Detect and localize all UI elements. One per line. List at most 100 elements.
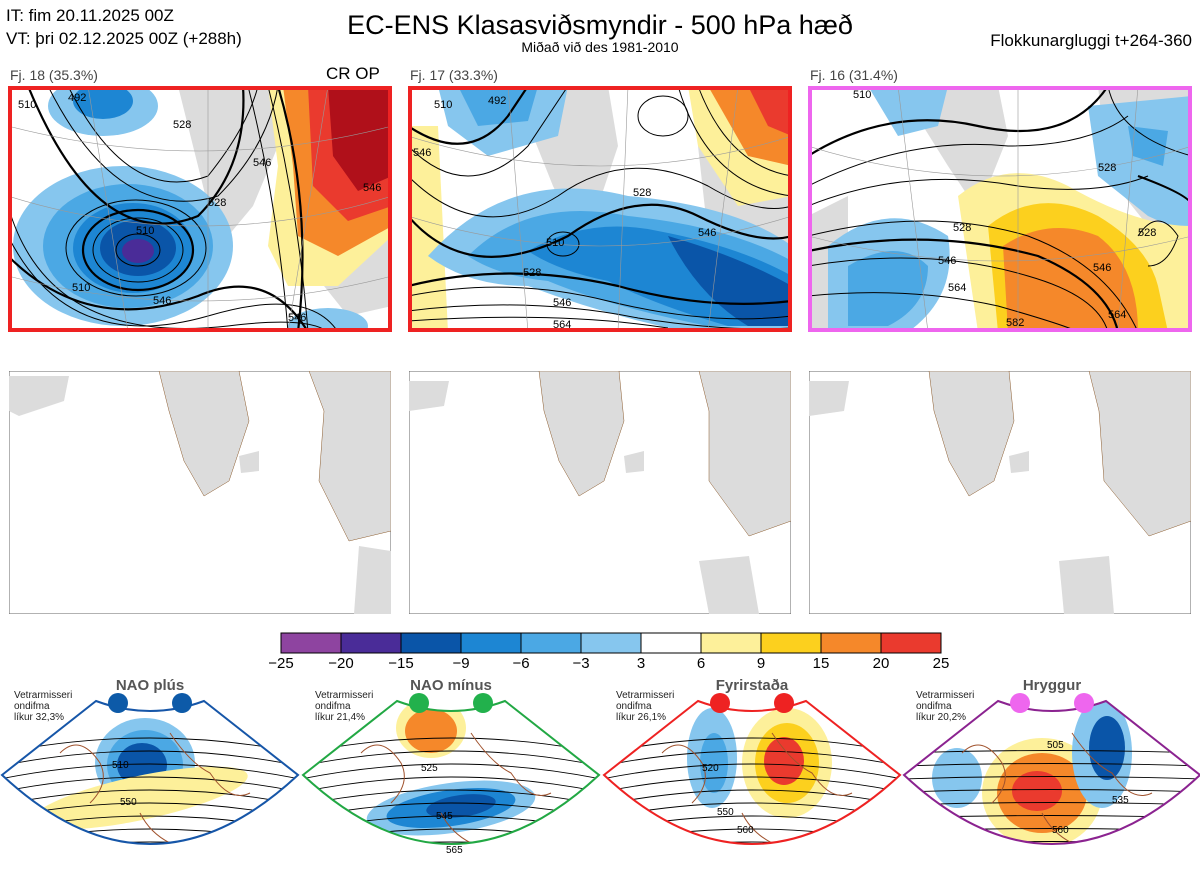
page-title: EC-ENS Klasasviðsmyndir - 500 hPa hæð [347, 10, 853, 40]
regime-outline [902, 699, 1200, 845]
anomaly-area [32, 766, 248, 830]
contour-label: 510 [18, 99, 36, 111]
contour-label: 525 [421, 763, 438, 774]
regime-outline [602, 699, 902, 845]
regime-marker-dot [473, 693, 493, 713]
contour-label: 528 [953, 222, 971, 234]
contour-label: 528 [1098, 162, 1116, 174]
anomaly-area [764, 737, 804, 785]
cluster-2-label: Fj. 17 (33.3%) [410, 67, 498, 83]
contour-label: 546 [1093, 262, 1111, 274]
regime-title: Fyrirstaða [715, 677, 789, 694]
regime-marker-dot [774, 693, 794, 713]
colorbar-tick-label: −20 [328, 655, 354, 672]
colorbar-tick-label: 6 [696, 655, 706, 672]
colorbar-tick-label: 3 [636, 655, 646, 672]
cluster-map-3: 510 528 528 546 564 546 564 582 528 [808, 86, 1192, 332]
contour-label: 546 [288, 312, 306, 324]
contour-label: 492 [68, 92, 86, 104]
valid-time: VT: þri 02.12.2025 00Z (+288h) [6, 29, 242, 48]
anomaly-area [1009, 859, 1045, 869]
height-contour [604, 776, 900, 793]
contour-label: 560 [1052, 825, 1069, 836]
contour-label: 528 [523, 267, 541, 279]
height-contour [904, 750, 1200, 754]
height-contour [2, 841, 298, 844]
regime-probability-line: líkur 20,2% [916, 712, 967, 723]
anomaly-area [405, 709, 457, 753]
regime-probability: Vetrarmisseri ondifma líkur 21,4% [315, 690, 373, 723]
colorbar-segment [820, 632, 882, 654]
height-contour [904, 763, 1200, 767]
contour-label: 505 [1047, 740, 1064, 751]
height-contour [904, 789, 1200, 793]
contour-label: 546 [553, 297, 571, 309]
colorbar-tick-label: 15 [812, 655, 830, 672]
regime-outline [0, 699, 300, 845]
height-contour [303, 763, 599, 780]
coastline [360, 732, 552, 844]
regime-marker-dot [172, 693, 192, 713]
regime-map: 510 550 [0, 693, 300, 845]
colorbar-segment [880, 632, 942, 654]
regime-probability-line: ondifma [616, 701, 652, 712]
colorbar-tick-label: −9 [452, 655, 470, 672]
contour-label: 546 [938, 255, 956, 267]
regime-title: NAO plús [115, 677, 185, 694]
contour-label: 546 [363, 182, 381, 194]
regime-map: 505 535 560 [902, 693, 1200, 869]
contour-label: 528 [1138, 227, 1156, 239]
colorbar-segment [400, 632, 462, 654]
init-time: IT: fim 20.11.2025 00Z [6, 6, 174, 25]
colorbar-segment [760, 632, 822, 654]
contour-label: 520 [702, 763, 719, 774]
height-contour [2, 750, 298, 767]
height-contour [303, 776, 599, 793]
height-contour [604, 763, 900, 780]
height-contour [303, 841, 599, 844]
height-contour [303, 750, 599, 767]
regime-marker-dot [710, 693, 730, 713]
contour-label: 560 [737, 825, 754, 836]
regime-probability-line: Vetrarmisseri [616, 690, 675, 701]
contour-label: 550 [717, 807, 734, 818]
contour-label: 564 [1108, 309, 1126, 321]
contour-label: 528 [173, 119, 191, 131]
regime-marker-dot [1010, 693, 1030, 713]
contour-label: 528 [633, 187, 651, 199]
regime-probability: Vetrarmisseri ondifma líkur 20,2% [916, 690, 974, 723]
regime-probability-line: Vetrarmisseri [315, 690, 374, 701]
colorbar-segment [700, 632, 762, 654]
contour-label: 546 [413, 147, 431, 159]
page-subtitle: Miðað við des 1981-2010 [521, 39, 679, 55]
contour-label: 510 [434, 99, 452, 111]
colorbar-tick-label: −3 [572, 655, 590, 672]
colorbar-tick-label: −25 [268, 655, 294, 672]
contour-label: 565 [446, 845, 463, 856]
regime-map: 525 545 565 [301, 693, 601, 856]
regime-probability: Vetrarmisseri ondifma líkur 26,1% [616, 690, 674, 723]
regime-probability-line: Vetrarmisseri [916, 690, 975, 701]
regime-marker-dot [108, 693, 128, 713]
contour-label: 510 [72, 282, 90, 294]
cluster-1-label: Fj. 18 (35.3%) [10, 67, 98, 83]
regime-probability: Vetrarmisseri ondifma líkur 32,3% [14, 690, 72, 723]
regime-probability-line: líkur 21,4% [315, 712, 366, 723]
regime-marker-dot [409, 693, 429, 713]
contour-label: 564 [948, 282, 966, 294]
anomaly-area [426, 794, 496, 818]
contour-label: 545 [436, 811, 453, 822]
contour-label: 535 [1112, 795, 1129, 806]
cluster-3-label: Fj. 16 (31.4%) [810, 67, 898, 83]
coastline [59, 732, 251, 844]
contour-label: 510 [112, 760, 129, 771]
height-contour [2, 789, 298, 806]
regime-title: NAO mínus [410, 677, 492, 694]
height-contour [604, 841, 900, 844]
regime-probability-line: líkur 32,3% [14, 712, 65, 723]
cluster-map-2: 510 492 510 528 528 546 546 564 546 [408, 86, 792, 332]
colorbar-tick-label: 25 [932, 655, 950, 672]
height-contour [2, 776, 298, 793]
colorbar-segment [460, 632, 522, 654]
